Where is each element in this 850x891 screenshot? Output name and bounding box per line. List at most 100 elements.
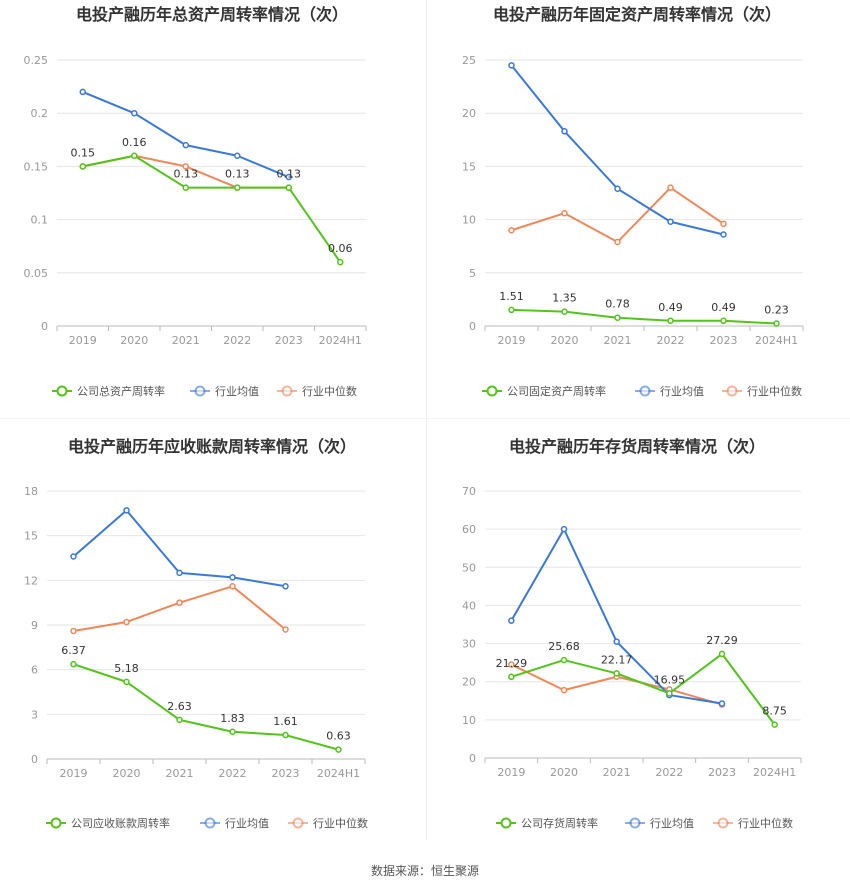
data-point-company bbox=[560, 656, 568, 664]
y-tick-label: 0 bbox=[41, 320, 48, 333]
legend-marker bbox=[639, 385, 651, 397]
data-point-company bbox=[614, 314, 621, 321]
legend-item-company: 公司总资产周转率 bbox=[52, 384, 165, 398]
data-point-median bbox=[667, 184, 674, 191]
legend-label: 行业中位数 bbox=[747, 384, 802, 398]
chart-svg: 电投产融历年应收账款周转率情况（次） 0 3 6 9 12 15 18 2019 2020 2021… bbox=[24, 437, 368, 830]
x-tick-label: 2020 bbox=[120, 334, 148, 347]
data-point-company bbox=[508, 306, 515, 314]
legend-item-company: 公司存货周转率 bbox=[496, 816, 598, 830]
chart-svg: 电投产融历年固定资产周转率情况（次） 0 5 10 15 20 25 2019 2020 2021… bbox=[462, 5, 804, 398]
data-point-company bbox=[667, 317, 674, 325]
horizontal-divider bbox=[0, 418, 850, 419]
vertical-divider bbox=[426, 0, 427, 840]
legend-marker bbox=[50, 817, 62, 829]
legend-marker bbox=[500, 817, 512, 829]
data-point-avg bbox=[131, 109, 138, 117]
data-point-median bbox=[70, 627, 77, 635]
data-point-company bbox=[718, 650, 726, 658]
chart-total-asset-turnover: 电投产融历年总资产周转率情况（次） 0 0.05 0.1 0.15 0.2 0.25 2019… bbox=[0, 0, 425, 432]
data-point-median bbox=[182, 163, 189, 170]
x-tick-label: 2021 bbox=[603, 766, 631, 779]
legend-label: 行业中位数 bbox=[313, 816, 368, 830]
data-label: 1.51 bbox=[499, 290, 524, 303]
y-tick-label: 0 bbox=[469, 752, 476, 765]
y-tick-label: 70 bbox=[462, 485, 476, 498]
y-tick-label: 12 bbox=[24, 574, 38, 587]
x-tick-label: 2020 bbox=[551, 334, 579, 347]
data-point-avg bbox=[667, 218, 674, 225]
x-tick-label: 2024H1 bbox=[755, 334, 798, 347]
data-point-median bbox=[560, 686, 568, 694]
data-label: 2.63 bbox=[167, 700, 192, 713]
y-tick-label: 0 bbox=[469, 320, 476, 333]
data-point-company bbox=[508, 673, 515, 681]
chart-title: 电投产融历年固定资产周转率情况（次） bbox=[493, 5, 781, 24]
data-label: 5.18 bbox=[114, 662, 139, 675]
data-point-median bbox=[176, 599, 183, 606]
legend-label: 公司总资产周转率 bbox=[77, 384, 165, 398]
data-label: 0.63 bbox=[326, 730, 351, 743]
data-point-median bbox=[229, 583, 236, 590]
series-line-company bbox=[511, 652, 776, 726]
y-tick-label: 5 bbox=[469, 267, 476, 280]
x-tick-label: 2021 bbox=[604, 334, 632, 347]
y-tick-label: 15 bbox=[24, 530, 38, 543]
y-tick-label: 25 bbox=[462, 54, 476, 67]
chart-svg: 电投产融历年总资产周转率情况（次） 0 0.05 0.1 0.15 0.2 0.25 2019… bbox=[24, 5, 367, 398]
data-label: 1.83 bbox=[220, 712, 245, 725]
y-tick-label: 0.25 bbox=[24, 54, 49, 67]
data-point-company bbox=[182, 184, 189, 191]
data-point-median bbox=[508, 661, 515, 668]
data-point-company bbox=[229, 728, 236, 736]
legend-item-avg: 行业均值 bbox=[190, 385, 259, 398]
data-label: 16.95 bbox=[654, 673, 686, 686]
series-line-median bbox=[511, 186, 725, 243]
legend-label: 行业均值 bbox=[215, 385, 259, 398]
series-line-company bbox=[511, 308, 777, 325]
data-point-company bbox=[337, 258, 344, 266]
data-point-median bbox=[561, 209, 568, 217]
data-label: 27.29 bbox=[706, 634, 738, 647]
y-tick-label: 40 bbox=[462, 599, 476, 612]
x-tick-label: 2023 bbox=[272, 767, 300, 780]
data-point-avg bbox=[70, 553, 77, 560]
y-tick-label: 0.1 bbox=[31, 214, 49, 227]
legend-label: 公司固定资产周转率 bbox=[507, 384, 606, 398]
legend-label: 行业均值 bbox=[225, 817, 269, 830]
data-point-median bbox=[508, 226, 515, 234]
legend-marker bbox=[281, 385, 293, 397]
data-label: 1.35 bbox=[552, 292, 577, 305]
data-point-avg bbox=[613, 638, 620, 645]
y-tick-label: 60 bbox=[462, 523, 476, 536]
x-tick-label: 2023 bbox=[275, 334, 303, 347]
x-tick-label: 2022 bbox=[655, 766, 683, 779]
data-point-company bbox=[335, 746, 342, 753]
data-point-median bbox=[720, 220, 727, 228]
legend-marker bbox=[726, 385, 738, 397]
data-point-company bbox=[773, 320, 780, 327]
legend-label: 行业中位数 bbox=[738, 816, 793, 830]
series-line-avg bbox=[510, 64, 724, 236]
data-label: 0.15 bbox=[71, 146, 96, 159]
data-point-avg bbox=[561, 128, 568, 135]
data-label: 0.23 bbox=[764, 304, 789, 317]
y-tick-label: 15 bbox=[462, 160, 476, 173]
x-tick-label: 2019 bbox=[497, 766, 525, 779]
data-label: 6.37 bbox=[61, 644, 86, 657]
x-tick-label: 2022 bbox=[219, 767, 247, 780]
x-tick-label: 2019 bbox=[69, 334, 97, 347]
data-label: 0.78 bbox=[605, 298, 630, 311]
data-point-avg bbox=[182, 141, 189, 149]
x-tick-label: 2020 bbox=[113, 767, 141, 780]
x-tick-label: 2020 bbox=[550, 766, 578, 779]
data-label: 0.49 bbox=[711, 301, 736, 314]
data-point-avg bbox=[79, 88, 86, 96]
data-point-median bbox=[123, 618, 130, 626]
data-label: 0.49 bbox=[658, 301, 683, 314]
y-tick-label: 0.05 bbox=[24, 267, 49, 280]
data-source-note: 数据来源：恒生聚源 bbox=[370, 864, 479, 878]
data-point-company bbox=[234, 184, 241, 191]
data-point-avg bbox=[229, 574, 236, 581]
legend-item-median: 行业中位数 bbox=[288, 816, 368, 830]
